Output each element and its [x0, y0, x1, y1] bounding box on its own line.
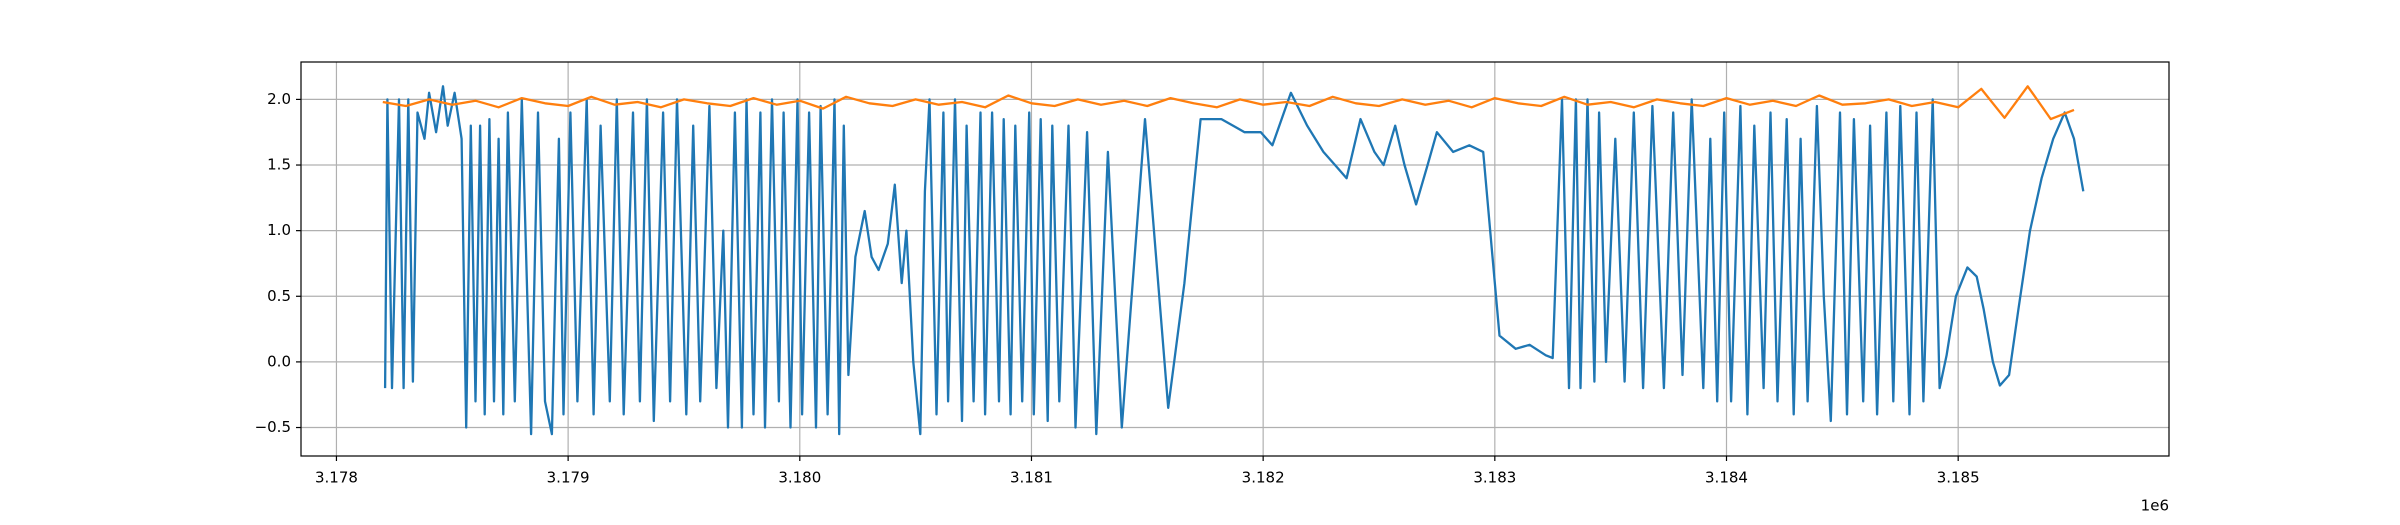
x-tick-label: 3.181: [1010, 469, 1053, 487]
series-line: [382, 85, 2075, 121]
x-tick-label: 3.184: [1705, 469, 1748, 487]
x-tick-label: 3.178: [315, 469, 358, 487]
y-tick-label: 0.0: [267, 352, 291, 370]
x-tick-label: 3.185: [1937, 469, 1980, 487]
y-tick-label: 1.0: [267, 221, 291, 239]
x-tick-label: 3.182: [1242, 469, 1285, 487]
x-tick-label: 3.179: [547, 469, 590, 487]
y-tick-label: 1.5: [267, 156, 291, 174]
y-tick-label: −0.5: [255, 418, 291, 436]
series-line: [383, 85, 2085, 436]
y-tick-label: 0.5: [267, 287, 291, 305]
x-tick-label: 3.183: [1473, 469, 1516, 487]
x-tick-label: 3.180: [778, 469, 821, 487]
y-tick-label: 2.0: [267, 90, 291, 108]
plot-frame: [300, 61, 2170, 457]
x-offset-label: 1e6: [2141, 497, 2169, 515]
